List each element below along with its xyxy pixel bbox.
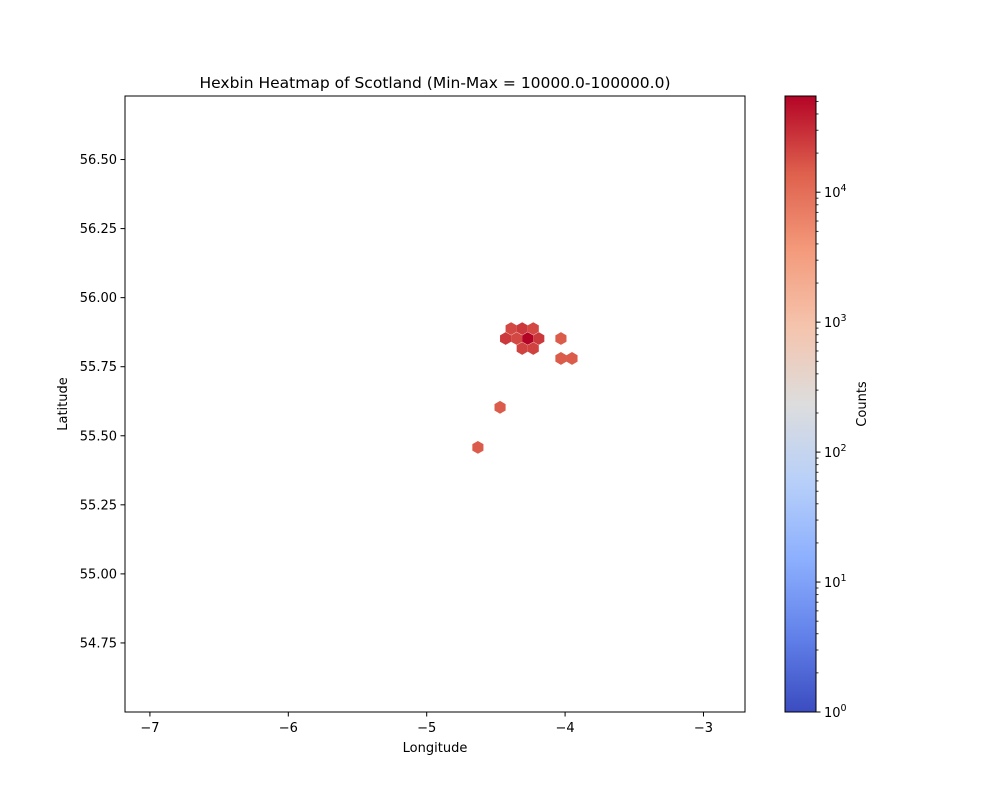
colorbar-frame (784, 95, 817, 713)
colorbar-tick-label: 104 (824, 183, 847, 201)
hexbin-cell (505, 322, 517, 335)
x-axis-ticks: −7 −6 −5 −4 −3 (140, 712, 713, 736)
y-tick-label: 54.75 (80, 636, 117, 651)
hexbin-cell (555, 332, 567, 345)
hexbin-cell (522, 332, 534, 345)
hexbin-cell (500, 332, 512, 345)
y-tick-label: 56.25 (80, 222, 117, 237)
hexbin-cell (555, 352, 567, 365)
x-tick-label: −5 (417, 721, 436, 736)
y-tick-label: 55.00 (80, 567, 117, 582)
colorbar-tick-label: 100 (824, 703, 847, 721)
plot-frame (124, 95, 746, 713)
colorbar-tick-label: 102 (824, 443, 847, 461)
colorbar-gradient (785, 96, 816, 712)
x-tick-label: −7 (140, 721, 159, 736)
hexbin-cell (516, 342, 528, 355)
hexbin-cell (516, 322, 528, 335)
hexbin-cell (511, 332, 523, 345)
plot-area (125, 96, 745, 712)
x-tick-label: −4 (556, 721, 575, 736)
hexbin-cell (533, 332, 545, 345)
x-tick-label: −6 (279, 721, 298, 736)
y-axis-title: Latitude (56, 377, 71, 431)
hexbin-cell (472, 440, 484, 454)
hexbin-cell (566, 352, 578, 365)
y-tick-label: 56.50 (80, 153, 117, 168)
colorbar-tick-label: 103 (824, 313, 847, 331)
colorbar-tick-label: 101 (824, 573, 847, 591)
hexbin-layer (472, 322, 578, 454)
y-tick-label: 55.50 (80, 429, 117, 444)
hexbin-cell (527, 322, 539, 335)
y-tick-label: 56.00 (80, 291, 117, 306)
x-tick-label: −3 (694, 721, 713, 736)
colorbar-ticks: 100 101 102 103 104 (816, 100, 847, 721)
colorbar-title: Counts (855, 381, 870, 427)
hexbin-cell (527, 342, 539, 355)
y-tick-label: 55.25 (80, 498, 117, 513)
x-axis-title: Longitude (403, 741, 468, 756)
chart-title: Hexbin Heatmap of Scotland (Min-Max = 10… (199, 74, 670, 92)
y-axis-ticks: 54.75 55.00 55.25 55.50 55.75 56.00 56.25 56.50 (80, 153, 125, 651)
hexbin-cell (494, 400, 506, 414)
y-tick-label: 55.75 (80, 360, 117, 375)
